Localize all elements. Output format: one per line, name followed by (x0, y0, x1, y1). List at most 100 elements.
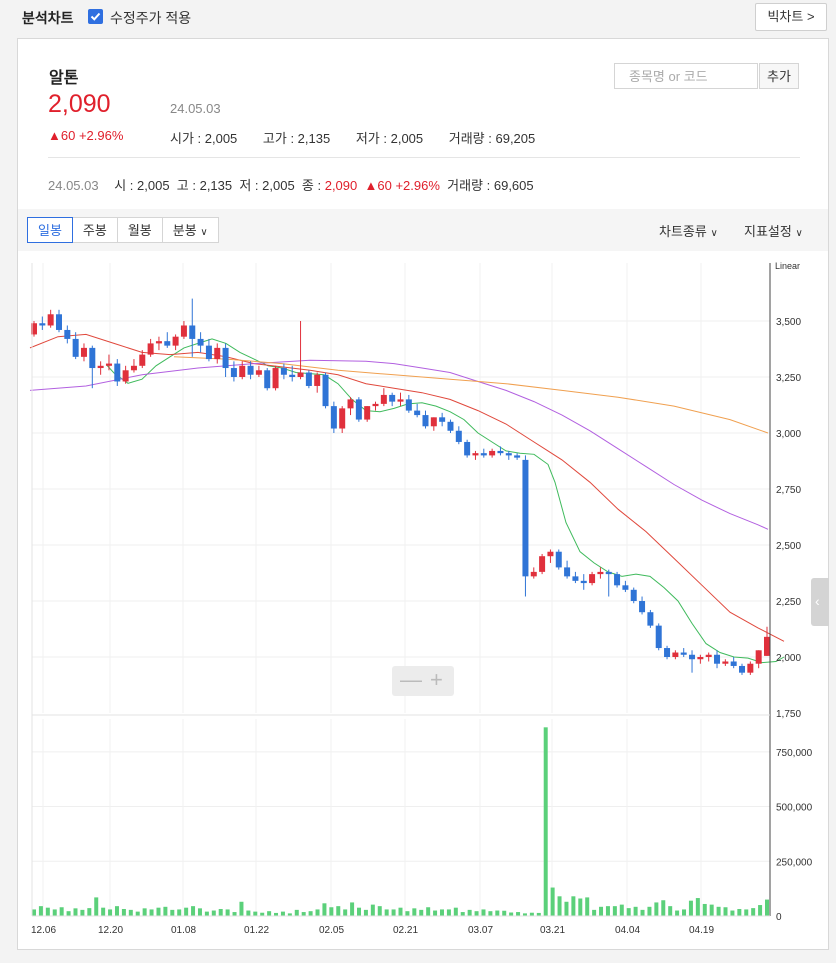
candlestick-series (31, 298, 770, 675)
adjusted-price-label[interactable]: 수정주가 적용 (110, 10, 192, 26)
tab-weekly[interactable]: 주봉 (71, 217, 118, 243)
volume-bar (675, 910, 680, 916)
volume-bar (550, 887, 555, 916)
tab-monthly[interactable]: 월봉 (116, 217, 163, 243)
volume-bar (744, 909, 749, 916)
side-panel-toggle[interactable]: ‹ (811, 578, 829, 626)
volume-tick-label: 750,000 (776, 748, 813, 759)
volume-bar (287, 913, 292, 916)
volume-bar (59, 907, 64, 916)
candle-body (239, 365, 246, 377)
chevron-down-icon: ∨ (795, 228, 803, 239)
volume-bar (101, 907, 106, 916)
volume-bar (45, 907, 50, 916)
zoom-in-button[interactable]: + (430, 667, 443, 692)
price-date: 24.05.03 (170, 101, 221, 116)
volume-bar (481, 909, 486, 916)
volume-bar (357, 907, 362, 916)
volume-bar (239, 901, 244, 916)
candle-body (497, 450, 504, 454)
volume-bar (280, 911, 285, 916)
candle-body (522, 459, 529, 577)
volume-bar (322, 903, 327, 916)
volume-bar (73, 908, 78, 916)
volume-value: 거래량 : 69,205 (448, 131, 536, 146)
candle-body (164, 341, 171, 346)
volume-bar (453, 907, 458, 916)
volume-bar (363, 909, 368, 916)
candle-body (322, 374, 329, 407)
chart-panel: 알톤 2,090 24.05.03 ▲60 +2.96% 시가 : 2,005 … (17, 38, 829, 950)
indicator-settings-dropdown[interactable]: 지표설정 ∨ (744, 221, 803, 240)
candle-body (622, 585, 629, 590)
candle-body (72, 338, 79, 357)
volume-bar (716, 906, 721, 916)
volume-bar (654, 902, 659, 916)
volume-bar (619, 904, 624, 916)
candle-body (172, 336, 179, 346)
volume-bar (467, 909, 472, 916)
candle-body (105, 363, 112, 366)
high-price: 고가 : 2,135 (262, 131, 331, 146)
volume-bar (336, 906, 341, 916)
volume-bar (218, 908, 223, 916)
volume-bar (350, 902, 355, 916)
volume-bar (405, 911, 410, 916)
add-stock-button[interactable]: 추가 (759, 63, 799, 89)
candle-body (264, 370, 271, 389)
tab-minute[interactable]: 분봉 ∨ (161, 217, 219, 243)
candle-body (722, 661, 729, 664)
tab-daily[interactable]: 일봉 (27, 217, 73, 243)
candle-body (205, 345, 212, 360)
zoom-out-button[interactable]: — (400, 667, 422, 692)
candle-body (447, 421, 454, 431)
volume-bar (474, 911, 479, 916)
volume-bar (730, 910, 735, 916)
candle-body (572, 576, 579, 581)
candle-body (755, 650, 762, 664)
volume-bar (592, 909, 597, 916)
candle-body (630, 589, 637, 601)
stock-chart[interactable]: Linear 3,500 3,250 3,000 2,750 2,500 2,250 2,00… (18, 251, 828, 941)
volume-bar (274, 912, 279, 916)
adjusted-price-checkbox[interactable] (88, 9, 103, 24)
volume-bar (709, 904, 714, 916)
stock-search-input[interactable]: 종목명 or 코드 (614, 63, 758, 89)
volume-bar (149, 909, 154, 916)
volume-bar (232, 912, 237, 916)
candle-body (639, 601, 646, 613)
chart-type-dropdown[interactable]: 차트종류 ∨ (659, 221, 718, 240)
candle-body (589, 574, 596, 584)
volume-bar (225, 909, 230, 916)
volume-bar (370, 904, 375, 916)
volume-bar (391, 909, 396, 916)
detail-close-label: 종 : (301, 178, 325, 193)
volume-series (32, 727, 769, 916)
candle-body (530, 571, 537, 577)
date-tick-label: 12.20 (98, 925, 123, 936)
candle-body (122, 370, 129, 382)
date-tick-label: 01.08 (171, 925, 196, 936)
volume-bar (640, 909, 645, 916)
volume-bar (661, 900, 666, 916)
big-chart-button[interactable]: 빅차트 > (755, 3, 827, 31)
volume-bar (488, 911, 493, 916)
volume-bar (702, 903, 707, 916)
detail-high: 고 : 2,135 (176, 178, 233, 193)
candle-body (372, 403, 379, 407)
volume-bar (446, 909, 451, 916)
candle-body (39, 323, 46, 326)
volume-bar (543, 727, 548, 916)
ma5-line (106, 338, 785, 664)
volume-bar (121, 908, 126, 916)
candle-body (31, 323, 37, 335)
candle-body (197, 338, 204, 346)
volume-bar (522, 913, 527, 916)
candle-body (539, 556, 546, 572)
candle-body (272, 368, 279, 389)
candle-body (314, 374, 321, 386)
volume-bar (87, 908, 92, 916)
price-tick-label: 2,750 (776, 485, 801, 496)
indicator-label: 지표설정 (744, 224, 792, 239)
tab-minute-label: 분봉 (172, 223, 197, 238)
